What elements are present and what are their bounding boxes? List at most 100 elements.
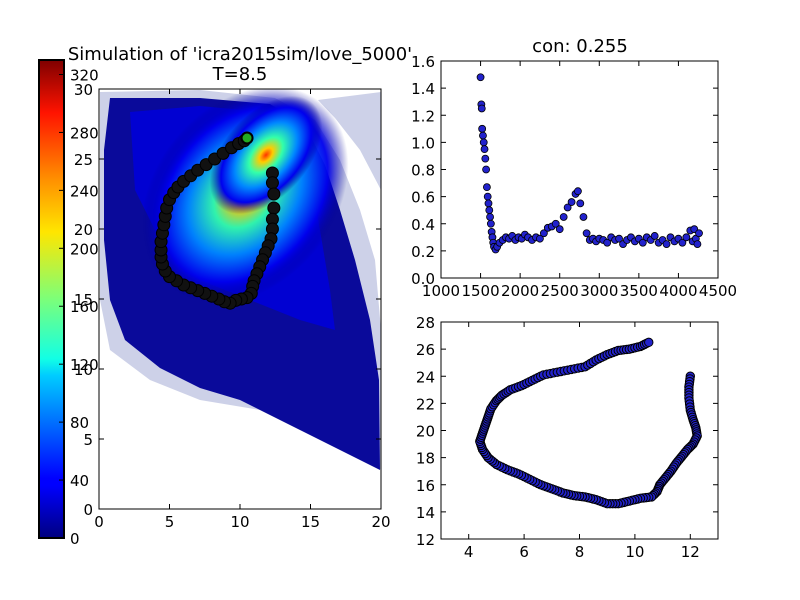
- convergence-point: [486, 219, 495, 228]
- convergence-point: [662, 240, 671, 248]
- convergence-point: [555, 225, 564, 234]
- heatmap-title: Simulation of 'icra2015sim/love_5000': [68, 44, 412, 65]
- convergence-point: [483, 192, 492, 201]
- y-tick-label: 1.0: [411, 134, 435, 152]
- convergence-point: [582, 229, 591, 238]
- convergence-point: [678, 238, 687, 247]
- y-tick-label: 15: [74, 291, 93, 309]
- colorbar-tick-label: 120: [70, 356, 99, 374]
- x-tick-label: 4000: [659, 282, 697, 300]
- convergence-y-ticks: 0.0 0.2 0.4 0.6 0.8 1.0 1.2 1.4 1.6: [411, 53, 718, 288]
- heatmap-x-ticks: 0 5 10 15 20: [94, 89, 391, 531]
- trajectory-panel: 4 6 8 10 12 12 14 16 18 20 22 24 26 28: [416, 314, 719, 561]
- trajectory-point: [644, 337, 654, 348]
- path-point: [265, 176, 279, 190]
- x-tick-label: 4500: [699, 282, 737, 300]
- x-tick-label: 2500: [541, 282, 579, 300]
- path-end-marker: [241, 132, 253, 144]
- y-tick-label: 30: [74, 81, 93, 99]
- convergence-point: [476, 73, 485, 82]
- y-tick-label: 18: [416, 450, 435, 468]
- y-tick-label: 22: [416, 395, 435, 413]
- convergence-point: [477, 104, 486, 113]
- convergence-panel: con: 0.255 1000 1500 2000 2500 3000 3500 4000 4…: [411, 36, 737, 300]
- convergence-point: [484, 199, 493, 208]
- convergence-point: [478, 124, 487, 133]
- trajectory-y-ticks: 12 14 16 18 20 22 24 26 28: [416, 314, 718, 549]
- heatmap-panel: Simulation of 'icra2015sim/love_5000' T=…: [68, 44, 412, 531]
- y-tick-label: 1.4: [411, 80, 435, 98]
- convergence-point: [650, 232, 659, 240]
- colorbar-tick-label: 160: [70, 298, 99, 316]
- convergence-point: [579, 213, 588, 221]
- y-tick-label: 10: [74, 361, 93, 379]
- path-point: [267, 201, 281, 215]
- y-tick-label: 0.6: [411, 189, 435, 207]
- path-point: [267, 187, 281, 201]
- convergence-point: [479, 131, 487, 140]
- y-tick-label: 28: [416, 314, 435, 332]
- y-tick-label: 1.2: [411, 107, 435, 125]
- convergence-title: con: 0.255: [532, 36, 628, 57]
- x-tick-label: 8: [575, 543, 585, 561]
- colorbar-tick-label: 80: [70, 414, 89, 432]
- y-tick-label: 0.2: [411, 243, 435, 261]
- y-tick-label: 14: [416, 504, 435, 522]
- colorbar-tick-label: 40: [70, 472, 89, 490]
- convergence-point: [551, 219, 560, 228]
- convergence-point: [481, 154, 490, 163]
- y-tick-label: 1.6: [411, 53, 435, 71]
- y-tick-label: 0.8: [411, 162, 435, 180]
- convergence-point: [563, 203, 572, 212]
- y-tick-label: 20: [416, 423, 435, 441]
- convergence-point: [485, 206, 494, 215]
- x-tick-label: 1500: [461, 282, 499, 300]
- heatmap-subtitle: T=8.5: [212, 64, 268, 85]
- convergence-point: [638, 238, 647, 247]
- x-tick-label: 5: [165, 513, 175, 531]
- y-tick-label: 0: [83, 501, 93, 519]
- x-tick-label: 3500: [620, 282, 658, 300]
- convergence-point: [603, 238, 612, 247]
- x-tick-label: 10: [230, 513, 249, 531]
- x-tick-label: 4: [464, 543, 474, 561]
- y-tick-label: 26: [416, 341, 435, 359]
- y-tick-label: 25: [74, 151, 93, 169]
- convergence-points: [476, 73, 703, 254]
- x-tick-label: 10: [625, 543, 644, 561]
- convergence-point: [559, 213, 568, 221]
- heatmap-y-ticks: 0 5 10 15 20 25 30: [74, 81, 381, 519]
- y-tick-label: 20: [74, 221, 93, 239]
- convergence-point: [615, 234, 623, 243]
- y-tick-label: 5: [83, 431, 93, 449]
- convergence-x-ticks: 1000 1500 2000 2500 3000 3500 4000 4500: [422, 61, 737, 300]
- convergence-point: [567, 198, 576, 206]
- x-tick-label: 6: [519, 543, 529, 561]
- y-tick-label: 24: [416, 368, 435, 386]
- convergence-point: [682, 233, 691, 242]
- trajectory-points: [475, 337, 702, 509]
- colorbar-tick-label: 320: [70, 66, 99, 84]
- convergence-point: [695, 229, 703, 238]
- y-tick-label: 12: [416, 531, 435, 549]
- trajectory-x-ticks: 4 6 8 10 12: [464, 322, 700, 561]
- x-tick-label: 15: [301, 513, 320, 531]
- colorbar-tick-label: 240: [70, 182, 99, 200]
- x-tick-label: 20: [371, 513, 390, 531]
- convergence-point: [482, 165, 491, 174]
- x-tick-label: 0: [94, 513, 104, 531]
- convergence-point: [479, 138, 488, 147]
- convergence-point: [536, 234, 544, 243]
- heatmap-path: [154, 131, 281, 310]
- convergence-point: [693, 240, 702, 248]
- convergence-point: [576, 199, 585, 208]
- convergence-point: [539, 229, 548, 238]
- x-tick-label: 3000: [580, 282, 618, 300]
- y-tick-label: 16: [416, 477, 435, 495]
- colorbar-tick-label: 200: [70, 240, 99, 258]
- convergence-point: [574, 187, 582, 196]
- convergence-point: [480, 145, 489, 154]
